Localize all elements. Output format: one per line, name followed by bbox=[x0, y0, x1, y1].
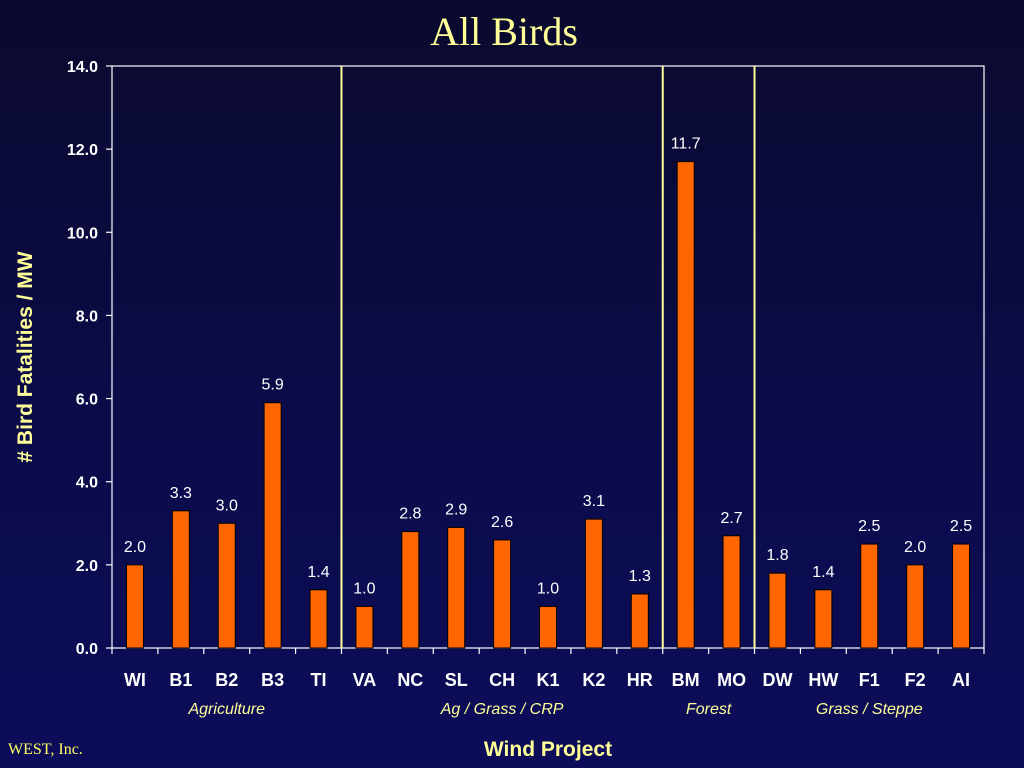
x-tick-label: F2 bbox=[905, 670, 926, 690]
group-label: Grass / Steppe bbox=[816, 701, 923, 718]
x-axis-label: Wind Project bbox=[484, 738, 612, 761]
data-label: 11.7 bbox=[671, 136, 701, 153]
footer-credit: WEST, Inc. bbox=[8, 741, 83, 758]
data-label: 1.4 bbox=[812, 564, 834, 581]
data-label: 1.8 bbox=[766, 547, 788, 564]
bar bbox=[309, 589, 328, 649]
x-tick-label: K2 bbox=[582, 670, 605, 690]
group-label: Ag / Grass / CRP bbox=[440, 701, 564, 718]
data-label: 2.9 bbox=[445, 501, 467, 518]
bar bbox=[171, 510, 190, 649]
data-label: 3.3 bbox=[170, 485, 192, 502]
y-tick-label: 8.0 bbox=[76, 308, 98, 325]
bar bbox=[814, 589, 833, 649]
x-tick-label: B2 bbox=[215, 670, 238, 690]
bar bbox=[676, 161, 695, 649]
x-tick-label: AI bbox=[952, 670, 970, 690]
x-tick-label: HW bbox=[808, 670, 838, 690]
bar bbox=[539, 605, 557, 649]
bar bbox=[722, 535, 741, 649]
x-tick-label: HR bbox=[627, 670, 653, 690]
y-axis-label: # Bird Fatalities / MW bbox=[14, 251, 37, 462]
data-label: 1.4 bbox=[307, 564, 329, 581]
bar bbox=[630, 593, 649, 649]
bar bbox=[217, 522, 236, 649]
bar bbox=[263, 402, 282, 649]
y-tick-label: 14.0 bbox=[67, 59, 98, 76]
bar bbox=[125, 564, 144, 649]
bar bbox=[401, 531, 420, 649]
bar bbox=[860, 543, 879, 649]
x-tick-label: F1 bbox=[859, 670, 880, 690]
bar bbox=[906, 564, 925, 649]
chart-title: All Birds bbox=[430, 9, 578, 54]
x-tick-label: CH bbox=[489, 670, 515, 690]
data-label: 2.6 bbox=[491, 514, 513, 531]
data-label: 2.5 bbox=[950, 518, 972, 535]
y-tick-label: 12.0 bbox=[67, 142, 98, 159]
bar bbox=[952, 543, 971, 649]
y-tick-label: 10.0 bbox=[67, 225, 98, 242]
bar bbox=[355, 605, 374, 649]
x-tick-label: WI bbox=[124, 670, 146, 690]
data-label: 1.0 bbox=[353, 580, 375, 597]
data-label: 5.9 bbox=[262, 377, 284, 394]
x-tick-label: DW bbox=[762, 670, 792, 690]
y-tick-label: 6.0 bbox=[76, 392, 98, 409]
data-label: 2.5 bbox=[858, 518, 880, 535]
plot-frame bbox=[111, 65, 985, 649]
data-label: 3.0 bbox=[216, 497, 238, 514]
data-label: 3.1 bbox=[583, 493, 605, 510]
y-tick-label: 0.0 bbox=[76, 641, 98, 658]
bar bbox=[584, 518, 603, 649]
x-tick-label: TI bbox=[311, 670, 327, 690]
x-tick-label: B3 bbox=[261, 670, 284, 690]
x-tick-label: NC bbox=[397, 670, 423, 690]
data-label: 2.7 bbox=[720, 510, 742, 527]
data-label: 2.0 bbox=[904, 539, 926, 556]
data-label: 2.0 bbox=[124, 539, 146, 556]
bar bbox=[768, 572, 787, 649]
y-tick-label: 2.0 bbox=[76, 558, 98, 575]
x-tick-label: VA bbox=[353, 670, 377, 690]
x-tick-label: K1 bbox=[536, 670, 559, 690]
x-tick-label: BM bbox=[672, 670, 700, 690]
x-tick-label: B1 bbox=[169, 670, 192, 690]
group-label: Agriculture bbox=[187, 701, 265, 718]
group-label: Forest bbox=[686, 701, 732, 718]
y-tick-label: 4.0 bbox=[76, 475, 98, 492]
data-label: 1.0 bbox=[537, 580, 559, 597]
bar bbox=[493, 539, 512, 649]
plot-area: 0.0 2.0 4.0 6.0 8.0 10.0 12.0 14.0 2.0 WI 3.3 B1 3.0… bbox=[14, 59, 985, 761]
x-tick-label: SL bbox=[445, 670, 468, 690]
data-label: 2.8 bbox=[399, 506, 421, 523]
x-tick-label: MO bbox=[717, 670, 746, 690]
data-label: 1.3 bbox=[629, 568, 651, 585]
bar bbox=[447, 526, 466, 649]
